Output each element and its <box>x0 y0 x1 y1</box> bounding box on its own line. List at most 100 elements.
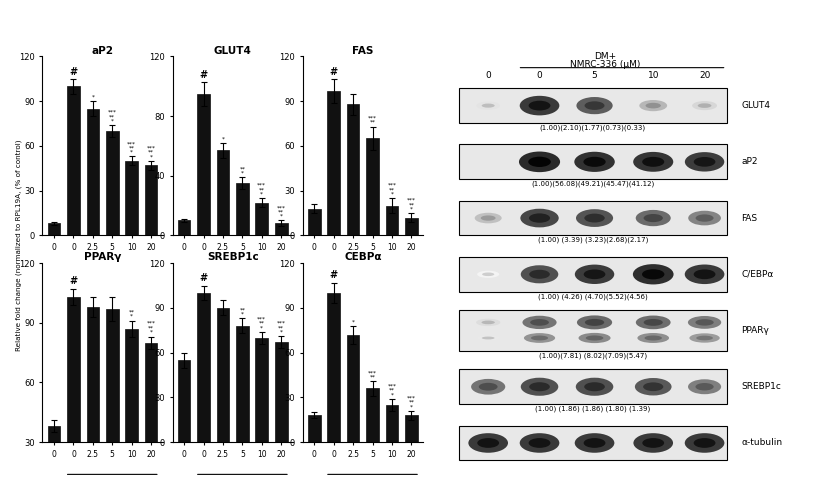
Text: protein expression: protein expression <box>547 18 708 33</box>
Ellipse shape <box>477 101 500 110</box>
Text: PPARγ: PPARγ <box>742 326 769 335</box>
Bar <box>459 144 727 179</box>
Ellipse shape <box>584 157 606 167</box>
Bar <box>145 165 157 235</box>
Ellipse shape <box>695 319 714 326</box>
Bar <box>197 293 210 442</box>
Text: C/EBPα: C/EBPα <box>742 270 773 279</box>
Bar <box>275 224 288 235</box>
Bar <box>255 338 268 442</box>
Ellipse shape <box>481 216 496 221</box>
Title: GLUT4: GLUT4 <box>214 45 252 55</box>
Text: (1.00)(2.10)(1.77)(0.73)(0.33): (1.00)(2.10)(1.77)(0.73)(0.33) <box>540 124 645 131</box>
Text: *: * <box>222 136 224 141</box>
Ellipse shape <box>633 152 673 172</box>
Ellipse shape <box>685 264 725 284</box>
Ellipse shape <box>521 378 558 396</box>
Ellipse shape <box>521 265 558 283</box>
Text: #: # <box>329 270 337 280</box>
Text: DM+: DM+ <box>103 284 121 293</box>
Bar <box>106 309 118 478</box>
Bar <box>86 109 99 235</box>
Bar <box>328 293 340 442</box>
Ellipse shape <box>575 152 615 172</box>
Text: ***
**
*: *** ** * <box>127 141 136 155</box>
Ellipse shape <box>637 333 669 343</box>
Text: (1.00) (3.39) (3.23)(2.68)(2.17): (1.00) (3.39) (3.23)(2.68)(2.17) <box>538 237 648 243</box>
Ellipse shape <box>689 333 720 343</box>
Ellipse shape <box>642 157 664 167</box>
Ellipse shape <box>584 438 606 448</box>
Bar <box>328 91 340 235</box>
Bar <box>236 326 249 442</box>
Ellipse shape <box>642 269 664 279</box>
Text: DM+: DM+ <box>363 284 382 293</box>
Ellipse shape <box>575 433 615 453</box>
Text: (1.00) (4.26) (4.70)(5.52)(4.56): (1.00) (4.26) (4.70)(5.52)(4.56) <box>538 293 648 300</box>
Title: aP2: aP2 <box>91 45 113 55</box>
Bar <box>67 86 80 235</box>
Bar <box>178 360 191 442</box>
Ellipse shape <box>692 101 717 110</box>
Text: ***
**: *** ** <box>368 370 377 380</box>
Ellipse shape <box>529 101 550 110</box>
Bar <box>459 88 727 123</box>
Text: #: # <box>69 276 77 286</box>
Ellipse shape <box>528 157 551 167</box>
Ellipse shape <box>576 97 613 114</box>
Bar <box>347 104 359 235</box>
Bar <box>106 131 118 235</box>
Text: ***
**
*: *** ** * <box>277 321 286 335</box>
Ellipse shape <box>636 210 671 226</box>
Text: (1.00) (1.86) (1.86) (1.80) (1.39): (1.00) (1.86) (1.86) (1.80) (1.39) <box>535 405 650 412</box>
Text: ***
**
*: *** ** * <box>108 110 117 123</box>
Ellipse shape <box>477 335 500 341</box>
Ellipse shape <box>474 213 502 223</box>
Text: NMRC-336 (μM): NMRC-336 (μM) <box>346 302 400 308</box>
Ellipse shape <box>644 214 663 222</box>
Ellipse shape <box>639 100 667 111</box>
Text: #: # <box>200 273 208 283</box>
Ellipse shape <box>522 316 557 329</box>
Ellipse shape <box>688 379 721 394</box>
Ellipse shape <box>695 215 714 222</box>
Ellipse shape <box>585 319 604 326</box>
Ellipse shape <box>477 271 500 278</box>
Ellipse shape <box>636 315 671 329</box>
Text: 0: 0 <box>485 71 491 80</box>
Ellipse shape <box>529 382 550 391</box>
Text: ***
**
*: *** ** * <box>387 183 396 196</box>
Text: (1.00)(56.08)(49.21)(45.47)(41.12): (1.00)(56.08)(49.21)(45.47)(41.12) <box>531 181 654 187</box>
Text: Adipogenic marker mRNA expression: Adipogenic marker mRNA expression <box>77 18 368 32</box>
Text: α-tubulin: α-tubulin <box>742 438 782 447</box>
Bar <box>366 389 379 442</box>
Text: *: * <box>351 319 355 324</box>
Ellipse shape <box>584 101 605 110</box>
Text: ***
**
*: *** ** * <box>407 198 416 212</box>
Ellipse shape <box>476 319 500 326</box>
Bar <box>48 426 60 478</box>
Text: ***
**
*: *** ** * <box>147 321 156 335</box>
Bar <box>67 297 80 478</box>
Title: FAS: FAS <box>352 45 373 55</box>
Ellipse shape <box>478 383 498 391</box>
Ellipse shape <box>471 379 505 394</box>
Text: DM+: DM+ <box>594 52 617 61</box>
Ellipse shape <box>586 336 603 340</box>
Bar <box>385 405 399 442</box>
Ellipse shape <box>469 433 508 453</box>
Text: NMRC-336 (μM): NMRC-336 (μM) <box>85 302 139 308</box>
Ellipse shape <box>529 438 550 448</box>
Ellipse shape <box>696 336 713 340</box>
Text: 0: 0 <box>536 71 543 80</box>
Text: **
*: ** * <box>240 166 245 176</box>
Bar <box>459 310 727 351</box>
Text: *: * <box>91 95 95 100</box>
Ellipse shape <box>482 104 495 108</box>
Text: (1.00)(7.81) (8.02)(7.09)(5.47): (1.00)(7.81) (8.02)(7.09)(5.47) <box>539 352 647 358</box>
Ellipse shape <box>524 333 555 343</box>
Text: **
*: ** * <box>240 307 245 317</box>
Text: GLUT4: GLUT4 <box>742 101 770 110</box>
Bar <box>275 342 288 442</box>
Ellipse shape <box>478 438 499 448</box>
